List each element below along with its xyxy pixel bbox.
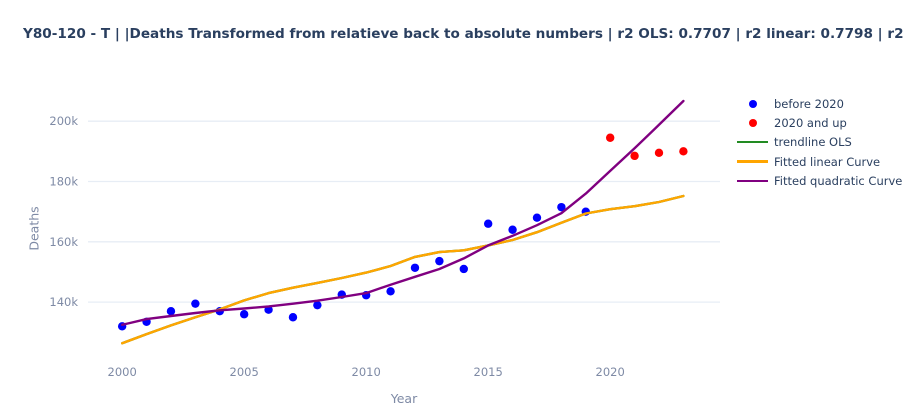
data-point-before-2020 xyxy=(386,287,395,296)
legend-item-before-2020[interactable]: before 2020 xyxy=(737,94,902,113)
data-point-before-2020 xyxy=(435,256,444,266)
legend-dot-icon xyxy=(737,118,768,127)
y-tick-label: 160k xyxy=(49,235,78,249)
x-tick-label: 2015 xyxy=(474,365,503,379)
x-tick-label: 2000 xyxy=(108,365,137,379)
legend-item-fitted-quadratic-curve[interactable]: Fitted quadratic Curve xyxy=(737,171,902,190)
series-fitted-quadratic-curve xyxy=(120,99,685,326)
x-tick-label: 2020 xyxy=(596,365,625,379)
legend-item-2020-and-up[interactable]: 2020 and up xyxy=(737,113,902,132)
data-point-before-2020 xyxy=(191,299,200,308)
data-point-2020-and-up xyxy=(630,151,639,161)
legend-line-icon xyxy=(737,141,768,144)
legend-marker xyxy=(737,179,768,183)
x-tick-label: 2005 xyxy=(230,365,259,379)
x-tick-label: 2010 xyxy=(352,365,381,379)
legend-label: Fitted linear Curve xyxy=(774,154,881,169)
data-point-before-2020 xyxy=(459,264,468,274)
legend-line-icon xyxy=(737,179,768,183)
chart-title: Y80-120 - T | |Deaths Transformed from r… xyxy=(23,26,903,42)
data-point-before-2020 xyxy=(239,310,249,319)
data-point-before-2020 xyxy=(508,225,517,234)
y-axis-title: Deaths xyxy=(26,206,42,251)
legend-item-fitted-linear-curve[interactable]: Fitted linear Curve xyxy=(737,152,902,171)
legend: before 2020 2020 and up trendline OLS Fitte… xyxy=(737,94,902,190)
legend-marker xyxy=(737,141,768,144)
legend-label: trendline OLS xyxy=(774,135,852,150)
data-point-before-2020 xyxy=(313,300,322,310)
legend-dot-icon xyxy=(737,99,768,108)
data-point-2020-and-up xyxy=(654,148,664,158)
legend-marker xyxy=(737,160,768,163)
series-trendline-ols xyxy=(120,194,685,345)
data-point-before-2020 xyxy=(288,313,298,322)
data-point-before-2020 xyxy=(410,263,420,272)
legend-marker xyxy=(748,118,757,127)
series-fitted-linear-curve xyxy=(120,194,685,345)
legend-label: 2020 and up xyxy=(774,115,847,130)
data-point-before-2020 xyxy=(483,219,493,228)
data-point-2020-and-up xyxy=(605,133,615,142)
data-point-before-2020 xyxy=(532,213,542,222)
y-tick-label: 200k xyxy=(49,114,78,128)
legend-line-icon xyxy=(737,160,768,163)
y-tick-label: 140k xyxy=(49,295,78,309)
data-point-before-2020 xyxy=(557,202,566,212)
legend-label: before 2020 xyxy=(774,96,844,111)
legend-item-trendline-ols[interactable]: trendline OLS xyxy=(737,133,902,152)
legend-label: Fitted quadratic Curve xyxy=(774,173,903,188)
data-point-before-2020 xyxy=(166,307,176,316)
legend-marker xyxy=(748,99,757,108)
x-axis-title: Year xyxy=(390,391,418,406)
data-point-2020-and-up xyxy=(679,147,688,156)
y-tick-label: 180k xyxy=(49,174,78,188)
